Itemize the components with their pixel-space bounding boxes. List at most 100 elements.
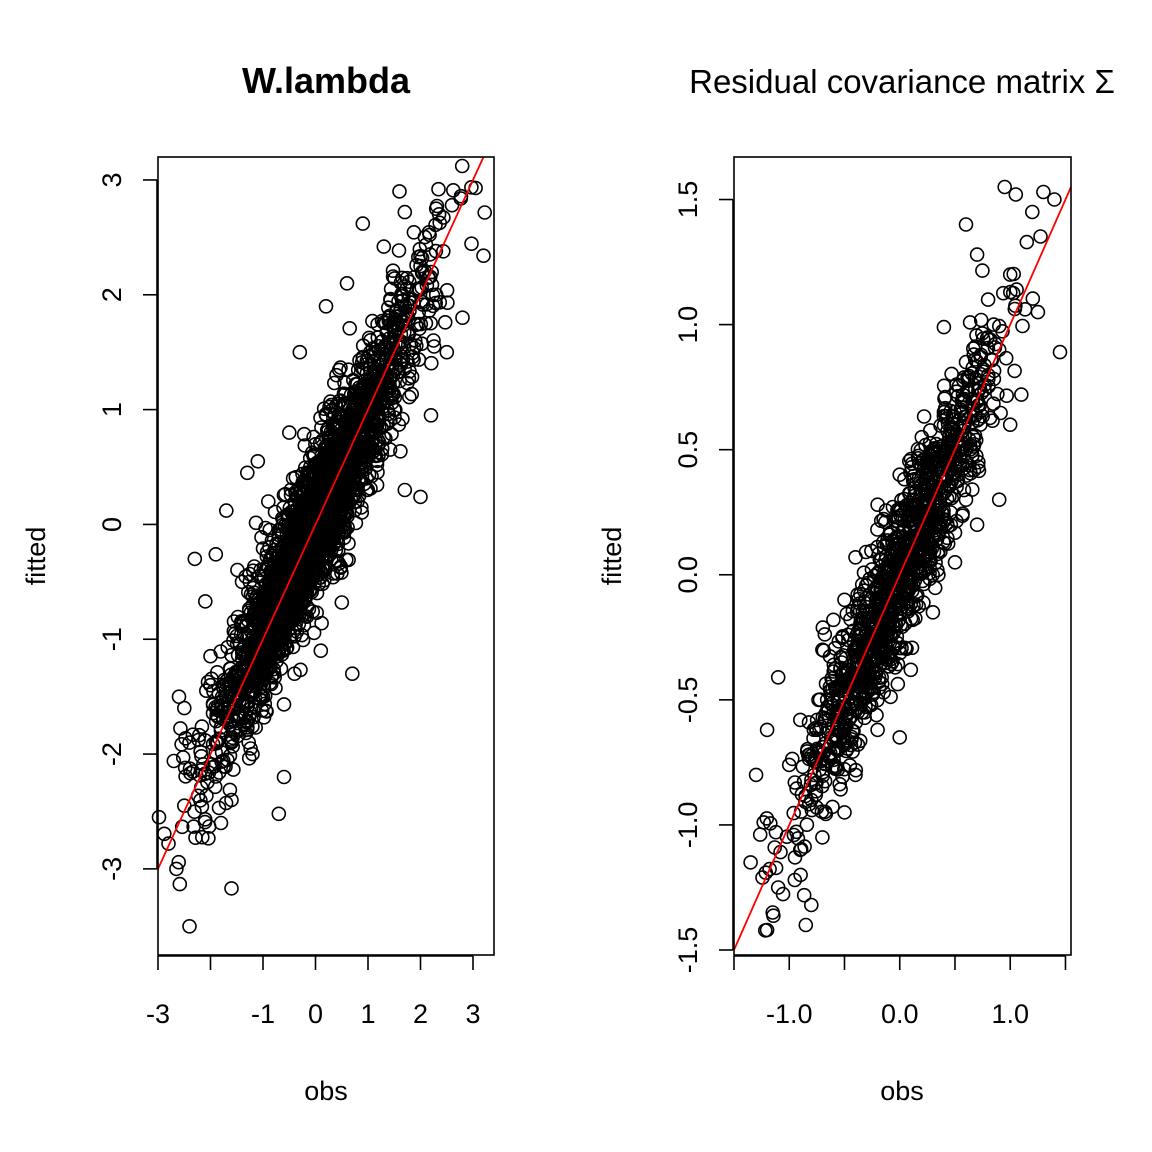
data-point: [858, 699, 873, 715]
data-point: [288, 616, 304, 632]
data-point: [323, 551, 339, 567]
data-point: [1025, 291, 1041, 306]
data-point: [920, 524, 935, 540]
data-point: [767, 840, 783, 855]
panel-w-lambda: W.lambda obs fitted -3 -1 0 1 2 3 -3 -2 -1 0 1 2 3: [21, 60, 495, 1106]
data-point: [292, 344, 308, 360]
y-tick-label: -1.0: [673, 802, 703, 849]
data-point: [241, 750, 257, 766]
data-point: [374, 388, 390, 403]
data-point: [848, 762, 864, 778]
data-point: [194, 799, 210, 814]
y-axis-label: fitted: [21, 527, 51, 586]
data-point: [344, 393, 360, 408]
data-point: [908, 588, 924, 604]
data-point: [955, 387, 971, 403]
data-point: [806, 722, 822, 738]
data-point: [956, 420, 972, 435]
y-axis-label: fitted: [597, 527, 627, 586]
data-point: [853, 613, 869, 629]
data-point: [969, 392, 985, 408]
reference-line: [733, 186, 1072, 951]
y-tick-label: -3: [97, 857, 127, 881]
data-point: [198, 594, 213, 609]
data-point: [418, 237, 434, 253]
points-layer: [151, 158, 493, 934]
data-point: [432, 215, 448, 231]
data-point: [1002, 284, 1018, 300]
data-point: [371, 448, 386, 463]
data-point: [282, 550, 298, 566]
x-tick-label: -1.0: [766, 999, 813, 1029]
data-point: [248, 515, 264, 531]
data-point: [419, 297, 434, 312]
data-point: [936, 404, 952, 420]
x-tick-label: 1: [360, 999, 375, 1029]
data-point: [476, 248, 491, 263]
data-point: [770, 880, 786, 895]
data-point: [1019, 234, 1035, 250]
data-point: [859, 642, 874, 658]
data-point: [803, 897, 819, 913]
data-point: [397, 204, 413, 220]
data-point: [247, 604, 262, 620]
data-point: [178, 769, 193, 784]
data-point: [886, 624, 902, 640]
data-point: [871, 604, 887, 620]
data-point: [911, 599, 927, 614]
data-point: [354, 354, 370, 370]
data-point: [326, 422, 342, 438]
data-point: [358, 453, 374, 469]
data-point: [936, 319, 952, 335]
data-point: [318, 406, 334, 422]
data-point: [848, 549, 863, 565]
data-point: [897, 640, 913, 656]
data-point: [802, 747, 818, 762]
data-point: [236, 694, 252, 710]
data-point: [812, 721, 827, 736]
data-point: [1007, 363, 1022, 379]
data-point: [390, 338, 406, 354]
data-point: [949, 513, 964, 529]
data-point: [282, 524, 298, 540]
data-point: [276, 769, 292, 785]
data-point: [230, 712, 245, 727]
data-point: [410, 249, 426, 265]
data-point: [266, 596, 282, 611]
data-point: [925, 492, 941, 508]
data-point: [177, 760, 193, 776]
data-point: [958, 492, 974, 508]
data-point: [292, 584, 307, 600]
data-point: [815, 620, 831, 635]
data-point: [243, 639, 259, 655]
data-point: [322, 463, 338, 479]
data-point: [944, 426, 959, 441]
data-point: [337, 518, 352, 533]
data-point: [187, 551, 203, 567]
data-point: [858, 634, 874, 650]
data-point: [815, 830, 830, 845]
data-point: [188, 830, 203, 846]
data-point: [870, 522, 885, 537]
data-point: [325, 569, 341, 585]
data-point: [299, 599, 315, 615]
data-point: [786, 805, 802, 821]
data-point: [245, 746, 260, 762]
data-point: [883, 645, 898, 661]
data-point: [287, 528, 303, 544]
data-point: [174, 736, 189, 752]
data-point: [391, 243, 407, 258]
data-point: [954, 440, 969, 455]
data-point: [213, 644, 228, 659]
y-tick-label: 0.0: [673, 556, 703, 594]
data-point: [247, 610, 262, 626]
data-point: [306, 552, 322, 567]
data-point: [923, 553, 938, 569]
data-point: [264, 669, 279, 685]
data-point: [249, 601, 265, 617]
data-point: [380, 300, 396, 316]
data-point: [399, 270, 415, 286]
x-axis-label: obs: [304, 1076, 348, 1106]
data-point: [986, 396, 1001, 412]
data-point: [313, 503, 328, 519]
